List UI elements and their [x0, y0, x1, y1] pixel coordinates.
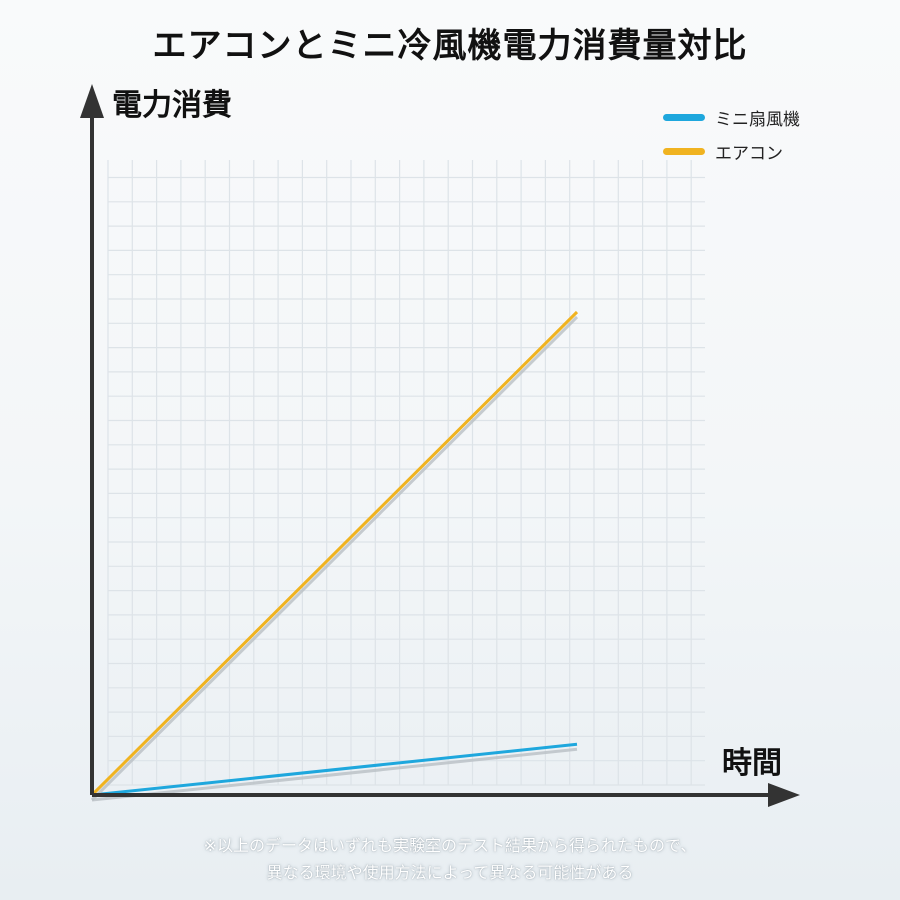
series-layer [90, 310, 579, 802]
series-line-air-conditioner [90, 310, 579, 797]
series-shadow [90, 315, 579, 802]
legend-swatch-mini-fan [663, 113, 705, 121]
x-axis-arrow [768, 783, 800, 807]
legend-item-air-conditioner: エアコン [663, 134, 800, 168]
x-axis-label: 時間 [722, 746, 782, 781]
y-axis-arrow [80, 84, 104, 118]
legend-item-mini-fan: ミニ扇風機 [663, 100, 800, 134]
series-shadow [91, 747, 578, 802]
footnote: ※以上のデータはいずれも実験室のテスト結果から得られたもので、 異なる環境や使用… [0, 832, 900, 886]
axes [80, 84, 800, 807]
series-line-mini-fan [91, 742, 578, 797]
grid [107, 160, 705, 786]
legend-label-mini-fan: ミニ扇風機 [715, 109, 800, 130]
chart-title: エアコンとミニ冷風機電力消費量対比 [152, 26, 748, 66]
footnote-line-2: 異なる環境や使用方法によって異なる可能性がある [266, 863, 634, 882]
footnote-line-1: ※以上のデータはいずれも実験室のテスト結果から得られたもので、 [203, 836, 697, 855]
legend-label-air-conditioner: エアコン [715, 143, 783, 164]
legend-swatch-air-conditioner [663, 147, 705, 155]
legend: ミニ扇風機 エアコン [663, 100, 800, 168]
y-axis-label: 電力消費 [112, 88, 232, 123]
